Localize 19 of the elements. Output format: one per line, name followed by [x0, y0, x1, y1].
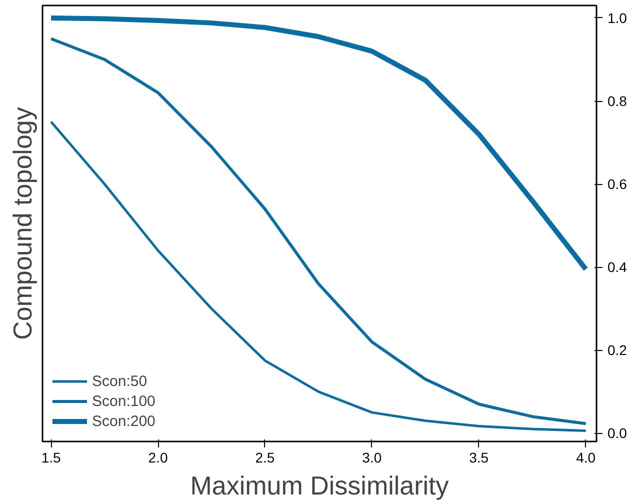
x-tick-label: 3.0 — [362, 450, 382, 466]
x-tick-label: 4.0 — [576, 450, 596, 466]
line-series — [50, 37, 588, 426]
x-tick-label: 2.0 — [148, 450, 168, 466]
x-tick-label: 3.5 — [469, 450, 489, 466]
legend-label: Scon:200 — [92, 412, 156, 430]
y-tick-label: 1.0 — [608, 10, 628, 26]
y-tick-label: 0.4 — [608, 259, 628, 276]
x-axis-title: Maximum Dissimilarity — [190, 470, 449, 500]
y-axis-title: Compound topology — [8, 107, 38, 340]
legend-label: Scon:50 — [92, 372, 148, 390]
line-series — [50, 120, 588, 432]
x-tick-label: 1.5 — [41, 450, 61, 466]
y-tick-label: 0.0 — [608, 425, 628, 442]
legend-label: Scon:100 — [92, 392, 156, 410]
y-tick-label: 0.8 — [608, 93, 628, 110]
y-tick-label: 0.2 — [608, 342, 628, 358]
y-tick-label: 0.6 — [608, 176, 628, 192]
x-tick-label: 2.5 — [255, 450, 275, 466]
